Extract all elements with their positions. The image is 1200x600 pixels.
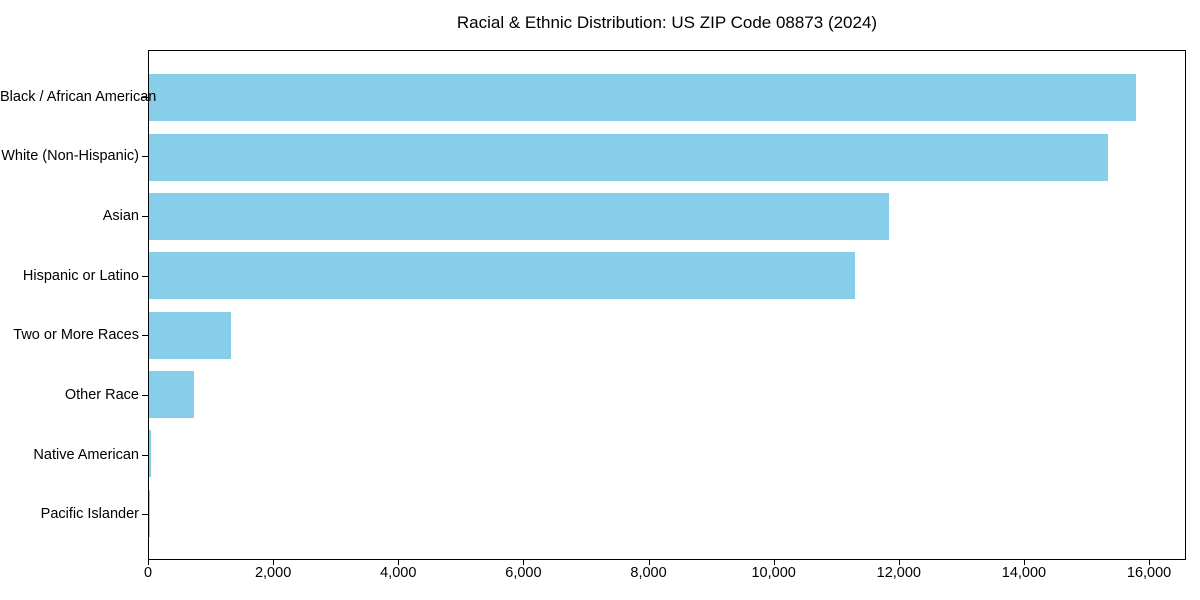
x-tick-label: 4,000 (380, 565, 417, 581)
x-tick-label: 14,000 (1001, 565, 1047, 581)
bar-row (149, 306, 1185, 365)
y-axis-label-black-african-american: Black / African American (0, 88, 157, 105)
x-tick-mark (148, 560, 149, 565)
chart-title: Racial & Ethnic Distribution: US ZIP Cod… (456, 13, 878, 32)
y-tick-mark (142, 275, 148, 277)
x-tick-label: 2,000 (254, 565, 292, 581)
x-tick-label: 10,000 (751, 565, 796, 581)
bar-other-race (149, 371, 194, 419)
x-tick-label: 16,000 (1126, 565, 1172, 581)
y-axis-label-two-or-more-races: Two or More Races (13, 327, 139, 344)
y-axis-label-other-race: Other Race (64, 386, 139, 403)
bar-row (149, 246, 1185, 305)
y-tick-mark (142, 454, 148, 456)
x-tick-mark (1023, 560, 1025, 565)
bar-asian (149, 192, 889, 240)
bar-row (149, 68, 1185, 127)
plot-area (148, 50, 1186, 560)
bar-pacific-islander (149, 489, 150, 537)
y-tick-mark (142, 96, 148, 98)
bar-row (149, 424, 1185, 483)
bar-row (149, 365, 1185, 424)
bar-white-non-hispanic (149, 133, 1108, 181)
x-tick-label: 8,000 (630, 565, 667, 581)
x-tick-mark (523, 560, 525, 565)
x-tick-mark (273, 560, 275, 565)
y-axis-label-asian: Asian (102, 208, 139, 225)
y-axis-label-native-american: Native American (33, 446, 139, 463)
y-tick-mark (142, 156, 148, 158)
y-tick-mark (142, 335, 148, 337)
bar-row (149, 484, 1185, 543)
bar-black-african-american (149, 74, 1136, 122)
bar-native-american (149, 430, 152, 478)
x-tick-mark (398, 560, 400, 565)
bar-hispanic-or-latino (149, 252, 855, 300)
x-tick-mark (1149, 560, 1151, 565)
y-axis-label-pacific-islander: Pacific Islander (40, 506, 139, 523)
bar-row (149, 187, 1185, 246)
y-axis-label-hispanic-or-latino: Hispanic or Latino (22, 267, 139, 284)
bar-row (149, 127, 1185, 186)
y-axis-label-white-non-hispanic: White (Non-Hispanic) (1, 148, 139, 165)
x-tick-label: 12,000 (876, 565, 921, 581)
x-tick-mark (773, 560, 775, 565)
x-tick-mark (648, 560, 650, 565)
x-tick-mark (898, 560, 900, 565)
y-tick-mark (142, 514, 148, 516)
y-tick-mark (142, 394, 148, 396)
bar-two-or-more-races (149, 311, 231, 359)
x-tick-label: 0 (143, 565, 153, 581)
bar-rows-container (149, 51, 1185, 559)
y-tick-mark (142, 216, 148, 218)
x-tick-label: 6,000 (505, 565, 542, 581)
